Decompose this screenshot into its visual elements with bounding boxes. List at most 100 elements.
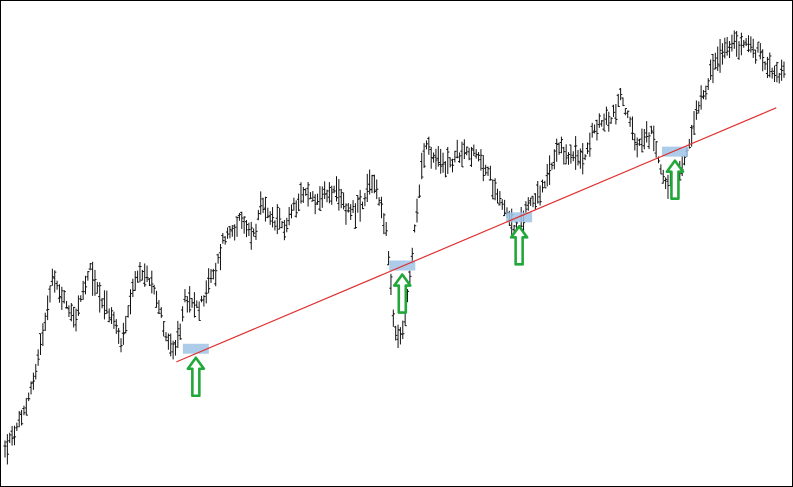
ohlc-bar	[282, 219, 286, 241]
ohlc-bar	[694, 100, 698, 120]
ohlc-bar	[24, 397, 28, 416]
ohlc-bar	[143, 263, 147, 287]
up-arrow-icon	[509, 225, 529, 266]
ohlc-bar	[460, 141, 464, 168]
ohlc-bar	[48, 285, 52, 303]
ohlc-bar	[495, 188, 500, 204]
ohlc-bar	[12, 425, 17, 446]
ohlc-bar	[666, 174, 670, 199]
ohlc-bar	[706, 78, 710, 90]
up-arrow-icon	[665, 159, 685, 200]
ohlc-bar	[635, 137, 639, 158]
ohlc-bar	[375, 179, 379, 200]
ohlc-bar	[547, 155, 552, 185]
ohlc-bar	[334, 176, 339, 202]
ohlc-bar	[436, 146, 440, 167]
ohlc-bar	[19, 409, 24, 426]
ohlc-bar	[346, 203, 350, 213]
ohlc-bar	[79, 295, 83, 302]
ohlc-bar	[315, 193, 320, 205]
ohlc-bar	[583, 154, 587, 161]
ohlc-bar	[498, 191, 502, 206]
ohlc-bar	[140, 269, 144, 281]
ohlc-bar	[768, 52, 772, 78]
ohlc-bar	[349, 204, 353, 220]
ohlc-bar	[119, 338, 123, 353]
ohlc-bar	[585, 142, 590, 154]
ohlc-bar	[159, 307, 163, 318]
ohlc-bar	[654, 141, 658, 158]
ohlc-bar	[682, 155, 687, 166]
ohlc-bar	[176, 320, 180, 349]
ohlc-bar	[235, 216, 239, 237]
ohlc-bar	[621, 97, 625, 107]
touch-highlight	[661, 146, 688, 157]
ohlc-bar	[647, 132, 651, 150]
ohlc-bar	[725, 36, 729, 56]
ohlc-bar	[313, 194, 317, 215]
ohlc-bar	[368, 169, 372, 195]
ohlc-bar	[365, 173, 369, 203]
ohlc-bar	[552, 149, 556, 170]
ohlc-bar	[441, 152, 445, 173]
ohlc-bar	[394, 325, 398, 341]
ohlc-bar	[578, 148, 582, 169]
ohlc-bar	[450, 158, 455, 173]
ohlc-bar	[780, 59, 784, 81]
ohlc-bar	[173, 340, 178, 356]
ohlc-bar	[491, 179, 495, 200]
ohlc-bar	[91, 261, 95, 296]
ohlc-bar	[630, 116, 635, 141]
ohlc-bar	[756, 41, 760, 53]
ohlc-bar	[117, 327, 121, 344]
ohlc-bar	[230, 224, 234, 237]
ohlc-bar	[180, 306, 185, 322]
ohlc-bar	[434, 148, 438, 170]
ohlc-bar	[711, 53, 715, 84]
ohlc-bar	[607, 111, 611, 132]
ohlc-bar	[448, 157, 452, 168]
ohlc-bar	[559, 136, 564, 154]
ohlc-bar	[424, 140, 429, 150]
ohlc-bar	[135, 270, 140, 283]
ohlc-bar	[443, 161, 448, 178]
ohlc-bar	[339, 188, 343, 209]
ohlc-bar	[680, 156, 684, 177]
ohlc-bar	[604, 106, 609, 125]
ohlc-bar	[240, 211, 244, 229]
ohlc-bar	[732, 30, 736, 49]
ohlc-bar	[256, 209, 260, 221]
ohlc-bar	[22, 405, 26, 416]
ohlc-bar	[652, 125, 656, 152]
ohlc-bar	[164, 332, 168, 342]
ohlc-bar	[737, 41, 741, 60]
ohlc-bar	[590, 122, 594, 138]
ohlc-bar	[751, 38, 755, 58]
ohlc-bar	[540, 179, 545, 193]
ohlc-bar	[742, 39, 746, 48]
ohlc-bar	[259, 191, 263, 215]
ohlc-bar	[469, 146, 474, 167]
ohlc-bar	[481, 155, 485, 182]
ohlc-bar	[479, 149, 483, 171]
ohlc-bar	[628, 116, 632, 127]
ohlc-bar	[29, 381, 33, 395]
ohlc-bar	[72, 306, 76, 328]
ohlc-bar	[266, 207, 270, 219]
ohlc-bar	[592, 124, 597, 134]
ohlc-bar	[581, 143, 585, 175]
ohlc-bar	[550, 162, 554, 170]
ohlc-bar	[252, 228, 256, 237]
ohlc-bar	[268, 211, 272, 225]
ohlc-bar	[131, 278, 135, 298]
ohlc-bar	[299, 182, 303, 204]
ohlc-bar	[242, 216, 246, 234]
ohlc-bar	[595, 119, 599, 141]
ohlc-bar	[753, 49, 758, 64]
ohlc-bar	[287, 207, 291, 226]
ohlc-bar	[88, 263, 92, 271]
ohlc-bar	[263, 196, 268, 222]
ohlc-bar	[526, 197, 530, 211]
ohlc-bar	[318, 186, 322, 211]
ohlc-bar	[611, 104, 616, 117]
